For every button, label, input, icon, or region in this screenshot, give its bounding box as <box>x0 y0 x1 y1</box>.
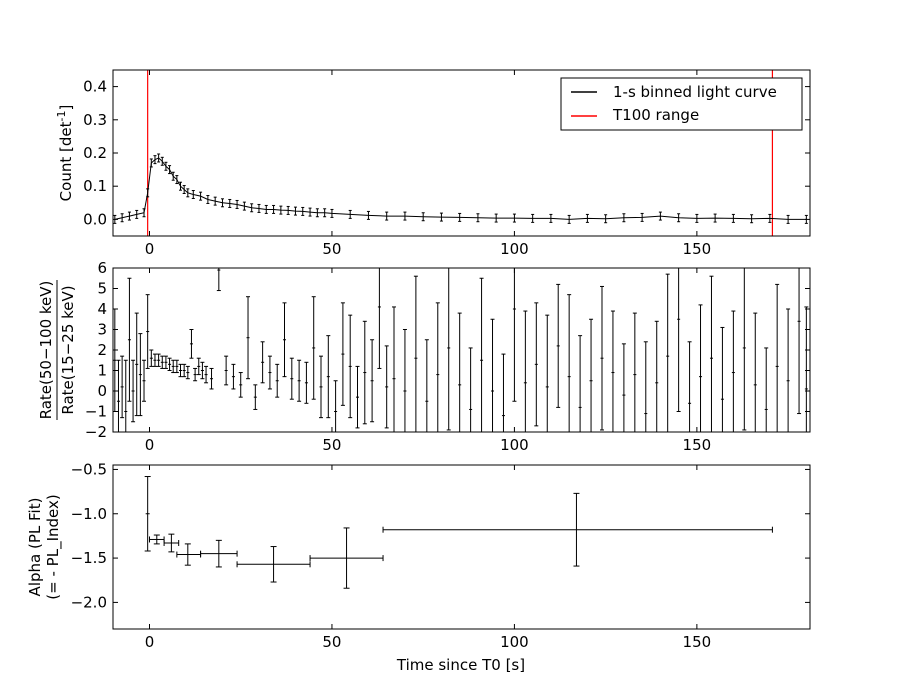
x-tick-label: 50 <box>322 436 341 454</box>
light-curve-line <box>114 157 807 220</box>
x-tick-label: 150 <box>683 240 712 258</box>
y-axis-label-denominator: Rate(15−25 keV) <box>59 285 77 414</box>
y-tick-label: −1.5 <box>71 549 107 567</box>
y-tick-label: 0.3 <box>83 111 107 129</box>
plot-frame <box>112 267 811 433</box>
x-tick-label: 50 <box>322 240 341 258</box>
x-tick-label: 100 <box>500 633 529 651</box>
y-tick-label: 0.2 <box>83 144 107 162</box>
legend-box <box>560 77 803 131</box>
x-tick-label: 100 <box>500 240 529 258</box>
hardness-ratio-panel: −2 −1 0 1 2 3 4 5 6 0 50 100 150 Rate(50−100 keV) R… <box>37 259 811 454</box>
y-axis-label-line1: Alpha (PL Fit) <box>26 498 44 597</box>
x-axis-label: Time since T0 [s] <box>396 656 525 674</box>
x-tick-label: 150 <box>683 436 712 454</box>
x-tick-label: 0 <box>145 436 155 454</box>
y-tick-label: 0 <box>97 382 107 400</box>
y-axis-label: Rate(50−100 keV) Rate(15−25 keV) <box>37 280 77 420</box>
y-axis-ticks: −2 −1 0 1 2 3 4 5 6 <box>85 259 810 441</box>
y-tick-label: −0.5 <box>71 460 107 478</box>
y-tick-label: 0.0 <box>83 210 107 228</box>
y-axis-ticks: −2.0 −1.5 −1.0 −0.5 <box>71 460 810 611</box>
x-axis-ticks: 0 50 100 150 <box>145 70 711 258</box>
y-tick-label: 1 <box>97 362 107 380</box>
x-tick-label: 0 <box>145 633 155 651</box>
y-tick-label: −2.0 <box>71 593 107 611</box>
legend-label-t100: T100 range <box>612 106 699 124</box>
y-tick-label: 0.1 <box>83 177 107 195</box>
x-axis-ticks: 0 50 100 150 <box>145 268 711 454</box>
y-axis-ticks: 0.0 0.1 0.2 0.3 0.4 <box>83 78 810 228</box>
plot-frame <box>112 464 811 630</box>
y-tick-label: 6 <box>97 259 107 277</box>
hardness-ratio-series <box>112 268 809 432</box>
x-tick-label: 0 <box>145 240 155 258</box>
y-axis-label-line2: (= - PL_Index) <box>44 494 63 599</box>
x-tick-label: 100 <box>500 436 529 454</box>
alpha-series <box>144 476 773 589</box>
x-axis-ticks: 0 50 100 150 <box>145 465 711 651</box>
spectral-index-panel: −2.0 −1.5 −1.0 −0.5 0 50 100 150 Alpha (PL Fit… <box>26 460 811 674</box>
legend-label-light-curve: 1-s binned light curve <box>613 83 777 101</box>
y-axis-label-numerator: Rate(50−100 keV) <box>37 281 55 420</box>
y-tick-label: 2 <box>97 341 107 359</box>
y-tick-label: −1 <box>85 403 107 421</box>
light-curve-series <box>113 153 808 224</box>
x-tick-label: 50 <box>322 633 341 651</box>
y-tick-label: 5 <box>97 280 107 298</box>
y-tick-label: 4 <box>97 300 107 318</box>
y-tick-label: 3 <box>97 321 107 339</box>
plot-frame <box>112 69 811 237</box>
x-tick-label: 150 <box>683 633 712 651</box>
y-tick-label: −1.0 <box>71 505 107 523</box>
legend: 1-s binned light curve T100 range <box>560 77 803 131</box>
y-tick-label: −2 <box>85 423 107 441</box>
y-tick-label: 0.4 <box>83 78 107 96</box>
light-curve-panel: 0.00.10.20.30.4 0 50 100 150 Count [det-1] … <box>55 69 811 258</box>
y-axis-label: Count [det-1] <box>55 105 75 202</box>
